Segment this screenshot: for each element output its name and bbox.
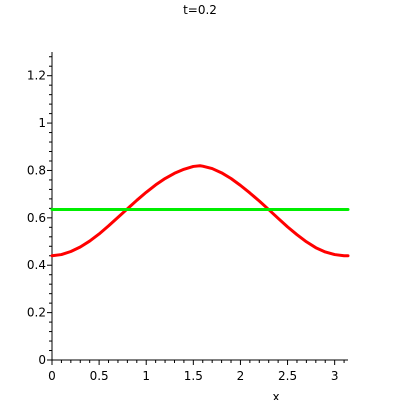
x-tick-label: 0.5 <box>90 369 109 383</box>
y-tick-label: 0 <box>38 353 46 367</box>
x-tick-label: 2 <box>237 369 245 383</box>
axis-tick-labels: 0 0.5 1 1.5 2 2.5 3 0 0.2 0.4 0.6 0.8 1 1.2 <box>27 69 339 383</box>
y-tick-label: 0.6 <box>27 211 46 225</box>
series-layer <box>50 164 350 258</box>
x-tick-label: 1.5 <box>184 369 203 383</box>
y-tick-label: 1 <box>38 116 46 130</box>
y-tick-label: 0.8 <box>27 163 46 177</box>
y-tick-label: 1.2 <box>27 69 46 83</box>
x-tick-label: 0 <box>48 369 56 383</box>
x-tick-label: 2.5 <box>278 369 297 383</box>
y-tick-label: 0.4 <box>27 258 46 272</box>
x-axis-label: x <box>272 390 279 400</box>
y-tick-label: 0.2 <box>27 306 46 320</box>
x-tick-label: 3 <box>331 369 339 383</box>
x-tick-label: 1 <box>142 369 150 383</box>
series-line-red <box>50 164 350 258</box>
chart-title: t=0.2 <box>183 3 217 17</box>
